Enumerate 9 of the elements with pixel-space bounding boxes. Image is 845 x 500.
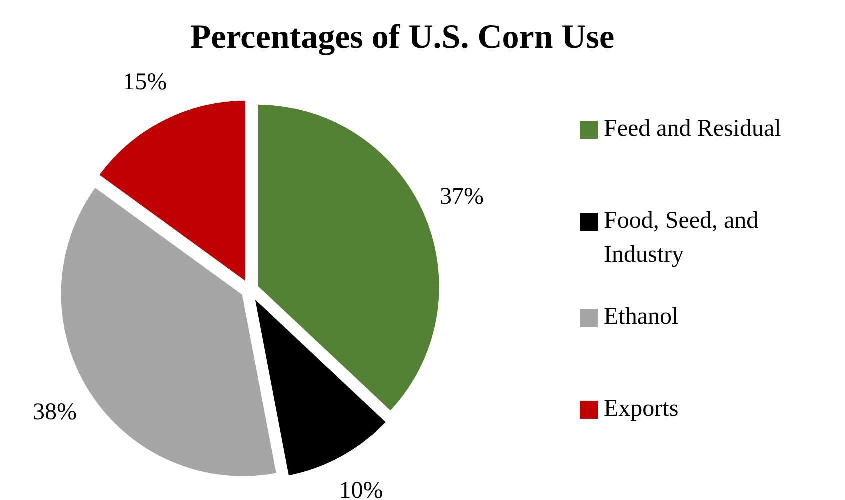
- legend-label: Feed and Residual: [604, 116, 782, 142]
- data-label: 38%: [32, 399, 77, 426]
- legend-label: Exports: [604, 396, 679, 422]
- legend-label: Ethanol: [604, 304, 679, 330]
- data-label: 37%: [440, 184, 484, 210]
- data-label: 10%: [339, 478, 384, 500]
- chart-title: Percentages of U.S. Corn Use: [190, 19, 615, 56]
- data-label: 15%: [123, 70, 168, 96]
- legend-label: Food, Seed, and Industry: [604, 208, 759, 268]
